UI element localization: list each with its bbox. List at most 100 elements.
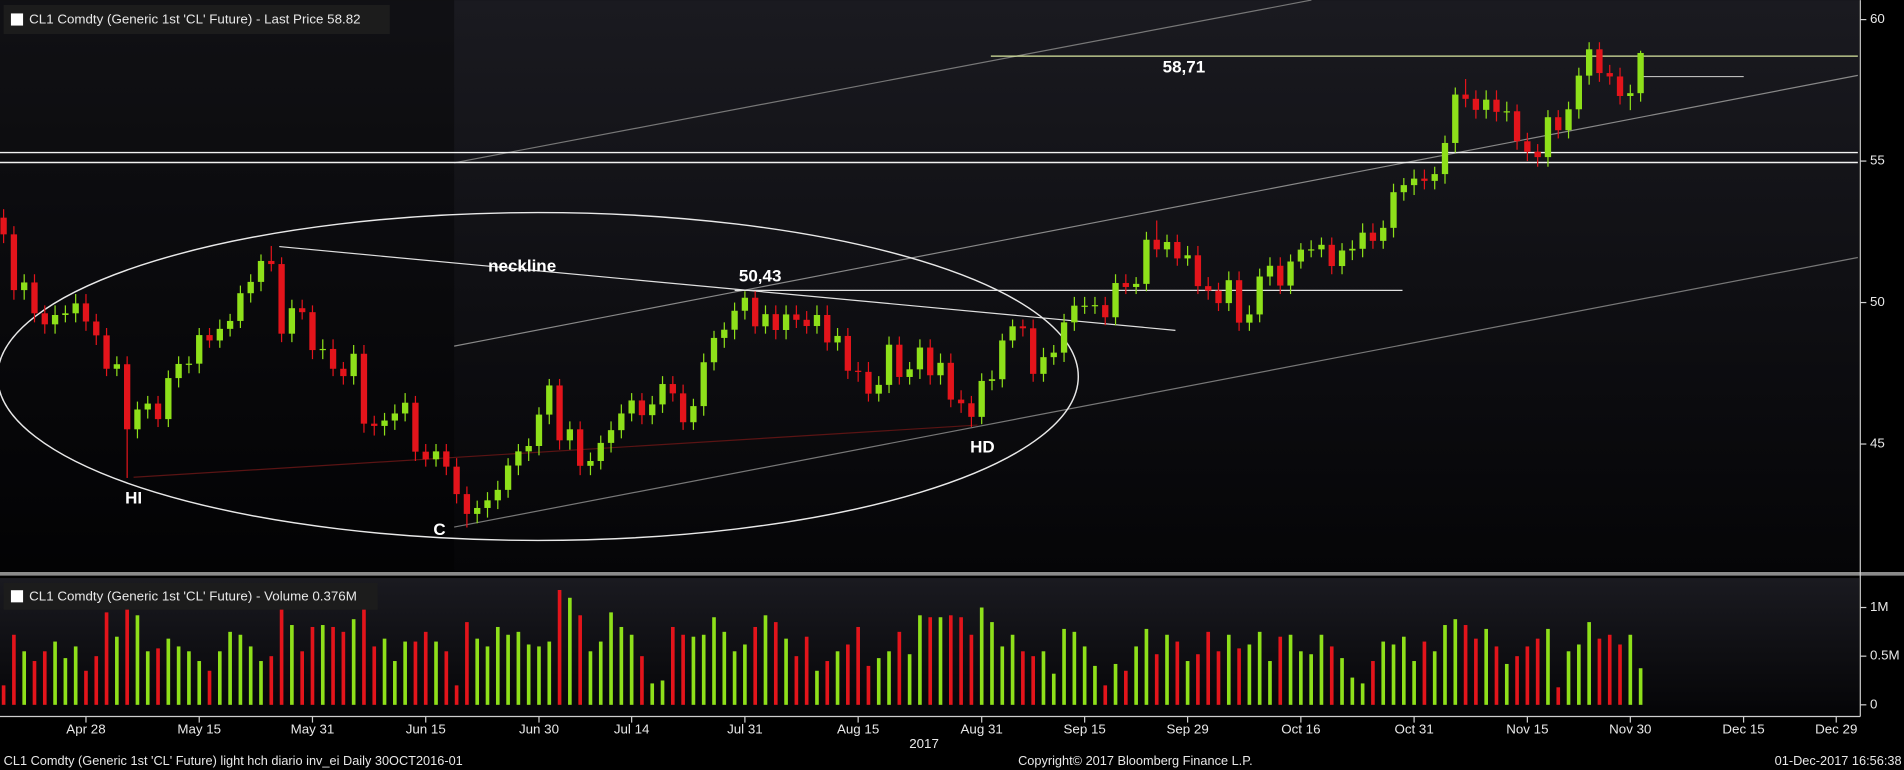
volume-bar bbox=[537, 646, 541, 705]
volume-bar bbox=[125, 605, 129, 705]
candle-body bbox=[432, 451, 440, 460]
candle-body bbox=[772, 314, 779, 330]
candle-body bbox=[216, 328, 223, 341]
candle-body bbox=[638, 400, 646, 416]
candle-body bbox=[41, 313, 48, 325]
candle-body bbox=[31, 282, 38, 314]
volume-bar bbox=[1329, 646, 1334, 705]
volume-bar bbox=[475, 638, 480, 705]
volume-bar bbox=[938, 617, 943, 705]
volume-bar bbox=[784, 638, 788, 705]
volume-bar bbox=[763, 615, 768, 705]
candle-body bbox=[854, 370, 862, 372]
candle-body bbox=[1338, 250, 1346, 267]
x-tick-label: Dec 29 bbox=[1815, 721, 1857, 736]
candle-body bbox=[1359, 232, 1366, 249]
candle-body bbox=[679, 393, 687, 423]
candle-body bbox=[793, 314, 800, 320]
volume-bar bbox=[691, 636, 696, 705]
candle-body bbox=[988, 379, 996, 381]
candle-body bbox=[1555, 117, 1562, 131]
x-tick-label: Aug 15 bbox=[837, 721, 879, 736]
volume-bar bbox=[1031, 656, 1035, 705]
volume-bar bbox=[1216, 651, 1221, 705]
candle-body bbox=[401, 402, 409, 414]
candle-body bbox=[587, 461, 594, 466]
candle-body bbox=[1307, 249, 1315, 251]
volume-bar bbox=[1463, 625, 1468, 705]
volume-bar bbox=[609, 612, 613, 705]
volume-bar bbox=[1299, 651, 1303, 705]
candle-body bbox=[62, 313, 69, 315]
candle-body bbox=[319, 348, 326, 351]
candle-body bbox=[1225, 280, 1232, 304]
candle-body bbox=[72, 303, 79, 314]
volume-bar bbox=[671, 626, 675, 705]
candle-body bbox=[1153, 239, 1160, 250]
volume-bar bbox=[1412, 661, 1416, 705]
candle-body bbox=[1585, 49, 1593, 76]
volume-bar bbox=[588, 651, 593, 705]
volume-bar bbox=[1072, 631, 1077, 705]
candle-body bbox=[1297, 249, 1305, 262]
candle-body bbox=[1246, 314, 1253, 323]
candle-body bbox=[577, 429, 584, 466]
volume-bar bbox=[887, 651, 891, 705]
candle-body bbox=[813, 314, 821, 327]
volume-bar bbox=[310, 626, 315, 705]
candle-body bbox=[1071, 305, 1078, 323]
volume-bar bbox=[1226, 634, 1231, 705]
volume-bar bbox=[166, 638, 171, 705]
volume-bar bbox=[63, 658, 68, 705]
candle-body bbox=[1277, 265, 1284, 286]
volume-bar bbox=[948, 615, 953, 705]
candle-body bbox=[494, 489, 501, 501]
candle-body bbox=[103, 335, 110, 369]
candle-body bbox=[257, 260, 265, 282]
candle-body bbox=[134, 409, 141, 430]
candle-body bbox=[957, 399, 965, 404]
volume-bar bbox=[1474, 638, 1478, 705]
volume-bar bbox=[547, 641, 552, 705]
candle-body bbox=[700, 362, 707, 407]
volume-bar bbox=[876, 658, 881, 705]
candle-body bbox=[1205, 286, 1212, 291]
volume-bar bbox=[269, 656, 274, 705]
volume-bar bbox=[897, 631, 902, 705]
volume-bar bbox=[382, 638, 387, 705]
candle-body bbox=[278, 264, 285, 334]
volume-bar bbox=[1525, 646, 1530, 705]
volume-bar bbox=[156, 648, 160, 705]
candle-body bbox=[865, 371, 872, 394]
candle-body bbox=[1328, 244, 1335, 267]
candle-body bbox=[1575, 75, 1583, 110]
volume-bar bbox=[1093, 665, 1097, 705]
volume-bar bbox=[1546, 628, 1550, 705]
candle-body bbox=[649, 404, 656, 416]
candle-body bbox=[1606, 73, 1613, 77]
candle-body bbox=[453, 466, 460, 495]
candle-body bbox=[731, 310, 738, 330]
candle-body bbox=[196, 335, 203, 364]
candle-body bbox=[1390, 192, 1397, 228]
candle-body bbox=[1472, 98, 1480, 110]
candle-body bbox=[1019, 326, 1027, 329]
volume-bar bbox=[1371, 661, 1375, 705]
candle-body bbox=[1616, 76, 1624, 96]
volume-bar bbox=[846, 644, 850, 705]
volume-bar bbox=[1587, 622, 1591, 705]
volume-bar bbox=[557, 589, 562, 705]
candle-body bbox=[1524, 141, 1531, 152]
volume-bar bbox=[362, 609, 366, 705]
candle-body bbox=[0, 217, 7, 235]
volume-bar bbox=[1103, 685, 1108, 705]
x-tick-label: Jun 15 bbox=[406, 721, 446, 736]
candle-body bbox=[1483, 99, 1490, 110]
volume-bar bbox=[290, 625, 294, 705]
candle-body bbox=[1596, 49, 1603, 74]
candle-body bbox=[504, 465, 512, 490]
volume-bar bbox=[1, 685, 6, 705]
volume-bar bbox=[568, 597, 572, 705]
channel-middle bbox=[454, 74, 1858, 347]
candle-body bbox=[710, 337, 718, 363]
